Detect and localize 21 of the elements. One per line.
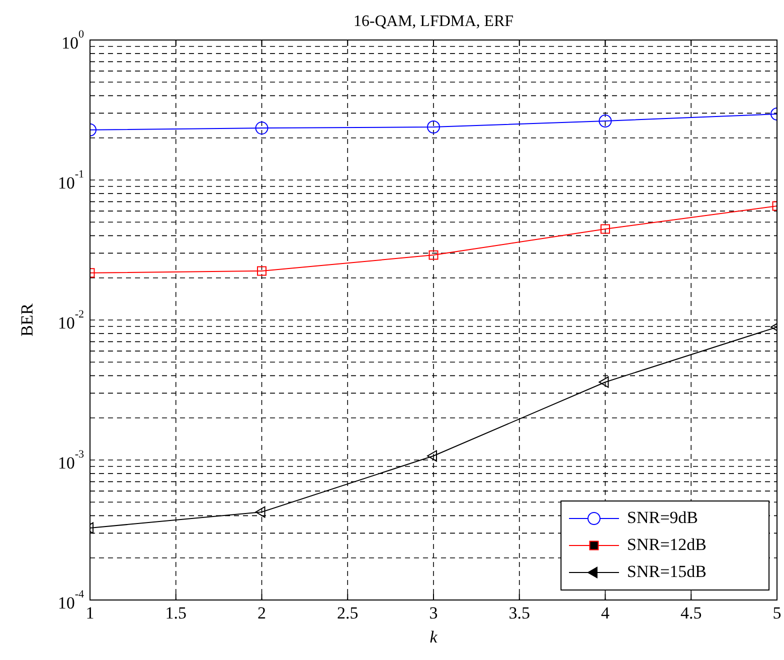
point xyxy=(428,250,438,260)
y-axis-title: BER xyxy=(17,302,36,337)
point xyxy=(427,450,437,462)
point xyxy=(257,266,266,276)
x-tick-label: 2 xyxy=(258,603,266,622)
chart-title: 16-QAM, LFDMA, ERF xyxy=(353,13,514,30)
x-tick-label: 4 xyxy=(601,603,610,622)
point xyxy=(598,376,609,388)
x-tick-label: 4.5 xyxy=(680,603,702,622)
point xyxy=(427,120,440,134)
x-tick-label: 5 xyxy=(772,603,782,622)
point xyxy=(255,122,268,135)
x-tick-label: 1 xyxy=(86,603,94,622)
legend-label: SNR=9dB xyxy=(627,508,698,527)
x-axis-title: k xyxy=(430,627,438,646)
x-tick-label: 3.5 xyxy=(508,603,530,622)
x-tick-label: 3 xyxy=(429,603,438,622)
x-tick-label: 2.5 xyxy=(337,603,358,622)
x-tick-label: 1.5 xyxy=(165,603,186,622)
legend-label: SNR=12dB xyxy=(627,534,706,554)
legend-label: SNR=15dB xyxy=(627,562,706,581)
